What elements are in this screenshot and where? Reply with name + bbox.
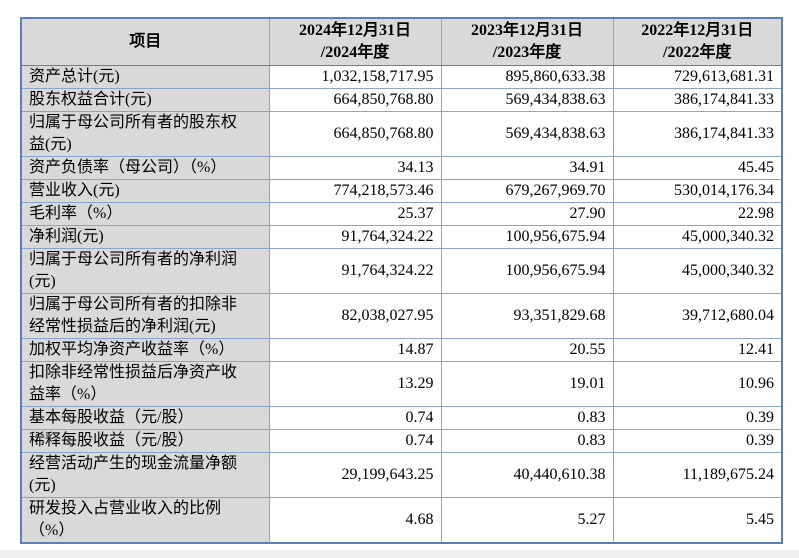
value-cell: 45.45 [612, 156, 783, 180]
value-cell: 82,038,027.95 [268, 293, 442, 339]
value-cell: 0.39 [612, 406, 783, 430]
value-cell: 45,000,340.32 [612, 225, 783, 249]
table-header: 项目 2024年12月31日 /2024年度 2023年12月31日 /2023… [20, 17, 783, 66]
table-row: 加权平均净资产收益率（%） 14.87 20.55 12.41 [20, 338, 783, 362]
header-row: 项目 2024年12月31日 /2024年度 2023年12月31日 /2023… [20, 17, 783, 66]
table-row: 研发投入占营业收入的比例 （%） 4.68 5.27 5.45 [20, 497, 783, 544]
row-label: 资产负债率（母公司）（%） [20, 156, 270, 180]
table-row: 稀释每股收益（元/股） 0.74 0.83 0.39 [20, 429, 783, 453]
value-cell: 386,174,841.33 [612, 111, 783, 157]
row-label: 扣除非经常性损益后净资产收 益率（%） [20, 361, 270, 407]
value-cell: 729,613,681.31 [612, 65, 783, 89]
value-cell: 11,189,675.24 [612, 452, 783, 498]
value-cell: 27.90 [440, 202, 614, 226]
value-cell: 0.74 [268, 429, 442, 453]
value-cell: 0.83 [440, 406, 614, 430]
row-label: 基本每股收益（元/股） [20, 406, 270, 430]
row-label: 经营活动产生的现金流量净额 (元) [20, 452, 270, 498]
value-cell: 13.29 [268, 361, 442, 407]
value-cell: 10.96 [612, 361, 783, 407]
value-cell: 29,199,643.25 [268, 452, 442, 498]
value-cell: 5.45 [612, 497, 783, 544]
header-2023-column: 2023年12月31日 /2023年度 [440, 17, 614, 66]
value-cell: 0.39 [612, 429, 783, 453]
row-label: 稀释每股收益（元/股） [20, 429, 270, 453]
table-body: 资产总计(元) 1,032,158,717.95 895,860,633.38 729… [20, 65, 783, 544]
value-cell: 569,434,838.63 [440, 111, 614, 157]
row-label: 研发投入占营业收入的比例 （%） [20, 497, 270, 544]
value-cell: 774,218,573.46 [268, 179, 442, 203]
value-cell: 530,014,176.34 [612, 179, 783, 203]
value-cell: 93,351,829.68 [440, 293, 614, 339]
value-cell: 100,956,675.94 [440, 225, 614, 249]
value-cell: 569,434,838.63 [440, 88, 614, 112]
value-cell: 0.83 [440, 429, 614, 453]
value-cell: 386,174,841.33 [612, 88, 783, 112]
value-cell: 100,956,675.94 [440, 248, 614, 294]
table-row: 净利润(元) 91,764,324.22 100,956,675.94 45,000,… [20, 225, 783, 249]
value-cell: 19.01 [440, 361, 614, 407]
value-cell: 664,850,768.80 [268, 111, 442, 157]
row-label: 股东权益合计(元) [20, 88, 270, 112]
financial-summary-table-wrap: 项目 2024年12月31日 /2024年度 2023年12月31日 /2023… [20, 17, 783, 544]
table-row: 股东权益合计(元) 664,850,768.80 569,434,838.63 386… [20, 88, 783, 112]
row-label: 营业收入(元) [20, 179, 270, 203]
value-cell: 34.91 [440, 156, 614, 180]
value-cell: 895,860,633.38 [440, 65, 614, 89]
value-cell: 14.87 [268, 338, 442, 362]
table-row: 基本每股收益（元/股） 0.74 0.83 0.39 [20, 406, 783, 430]
value-cell: 25.37 [268, 202, 442, 226]
header-item-column: 项目 [20, 17, 270, 66]
header-2022-column: 2022年12月31日 /2022年度 [612, 17, 783, 66]
value-cell: 34.13 [268, 156, 442, 180]
value-cell: 664,850,768.80 [268, 88, 442, 112]
value-cell: 39,712,680.04 [612, 293, 783, 339]
value-cell: 22.98 [612, 202, 783, 226]
value-cell: 4.68 [268, 497, 442, 544]
row-label: 净利润(元) [20, 225, 270, 249]
row-label: 加权平均净资产收益率（%） [20, 338, 270, 362]
table-row: 资产总计(元) 1,032,158,717.95 895,860,633.38 729… [20, 65, 783, 89]
row-label: 归属于母公司所有者的净利润 (元) [20, 248, 270, 294]
value-cell: 91,764,324.22 [268, 225, 442, 249]
value-cell: 679,267,969.70 [440, 179, 614, 203]
page-bottom-strip [0, 550, 799, 558]
value-cell: 91,764,324.22 [268, 248, 442, 294]
financial-summary-table: 项目 2024年12月31日 /2024年度 2023年12月31日 /2023… [20, 17, 783, 544]
table-row: 扣除非经常性损益后净资产收 益率（%） 13.29 19.01 10.96 [20, 361, 783, 407]
value-cell: 20.55 [440, 338, 614, 362]
header-2024-column: 2024年12月31日 /2024年度 [268, 17, 442, 66]
table-row: 归属于母公司所有者的股东权 益(元) 664,850,768.80 569,434,… [20, 111, 783, 157]
row-label: 归属于母公司所有者的股东权 益(元) [20, 111, 270, 157]
table-row: 归属于母公司所有者的净利润 (元) 91,764,324.22 100,956,67… [20, 248, 783, 294]
table-row: 经营活动产生的现金流量净额 (元) 29,199,643.25 40,440,610… [20, 452, 783, 498]
row-label: 归属于母公司所有者的扣除非 经常性损益后的净利润(元) [20, 293, 270, 339]
value-cell: 5.27 [440, 497, 614, 544]
row-label: 资产总计(元) [20, 65, 270, 89]
value-cell: 1,032,158,717.95 [268, 65, 442, 89]
table-row: 毛利率（%） 25.37 27.90 22.98 [20, 202, 783, 226]
table-row: 归属于母公司所有者的扣除非 经常性损益后的净利润(元) 82,038,027.95… [20, 293, 783, 339]
row-label: 毛利率（%） [20, 202, 270, 226]
table-row: 资产负债率（母公司）（%） 34.13 34.91 45.45 [20, 156, 783, 180]
value-cell: 12.41 [612, 338, 783, 362]
value-cell: 0.74 [268, 406, 442, 430]
table-row: 营业收入(元) 774,218,573.46 679,267,969.70 530,0… [20, 179, 783, 203]
value-cell: 40,440,610.38 [440, 452, 614, 498]
value-cell: 45,000,340.32 [612, 248, 783, 294]
